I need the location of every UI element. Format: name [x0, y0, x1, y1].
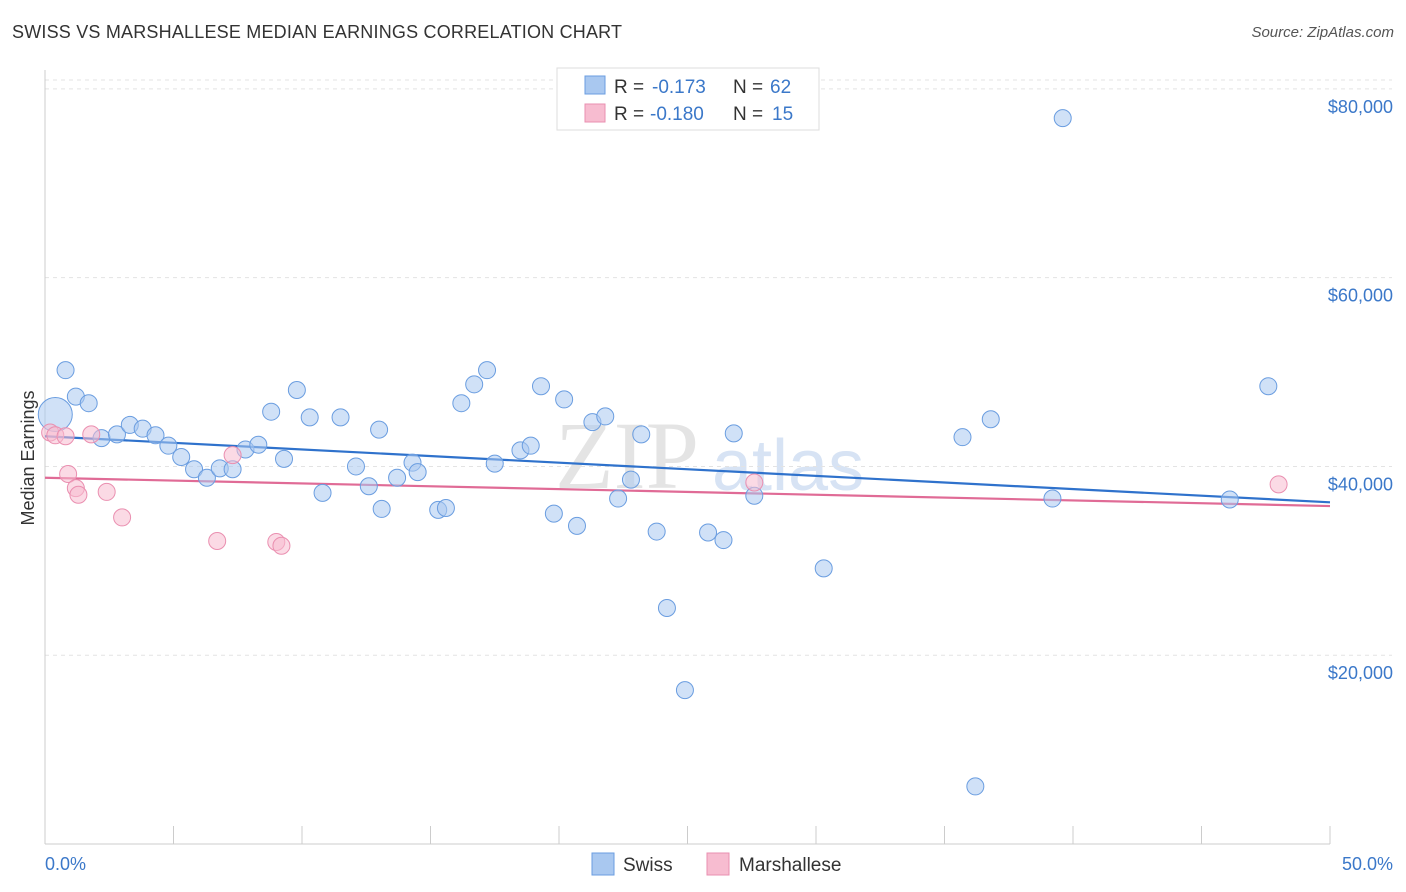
point-marshallese	[82, 425, 101, 444]
data-points	[37, 109, 1288, 796]
point-marshallese	[208, 532, 227, 551]
point-swiss	[370, 420, 389, 439]
point-swiss	[621, 470, 640, 489]
point-swiss	[966, 777, 985, 796]
axes: 0.0% 50.0%	[44, 70, 1393, 874]
point-marshallese	[97, 482, 116, 501]
point-swiss	[388, 468, 407, 487]
point-swiss	[313, 483, 332, 502]
point-swiss	[408, 463, 427, 482]
legend-r-value-marshallese: -0.180	[650, 104, 704, 125]
point-swiss	[331, 408, 350, 427]
point-swiss	[657, 599, 676, 618]
point-marshallese	[223, 446, 242, 465]
point-swiss	[609, 489, 628, 508]
point-swiss	[632, 425, 651, 444]
legend-swatch-marshallese	[584, 103, 606, 123]
point-swiss	[346, 457, 365, 476]
point-marshallese	[56, 427, 75, 446]
point-swiss	[555, 390, 574, 409]
point-swiss	[544, 504, 563, 523]
point-swiss	[647, 522, 666, 541]
point-swiss	[79, 394, 98, 413]
point-swiss	[300, 408, 319, 427]
watermark-zip: ZIP	[555, 402, 699, 509]
point-swiss	[452, 394, 471, 413]
series-legend: Swiss Marshallese	[591, 852, 841, 876]
legend-n-label-marshallese: N =	[733, 104, 763, 125]
point-marshallese	[59, 464, 78, 483]
y-tick-label: $20,000	[1328, 663, 1393, 683]
legend-n-value-marshallese: 15	[772, 104, 793, 125]
point-swiss	[1259, 377, 1278, 396]
point-swiss	[699, 523, 718, 542]
point-swiss	[359, 477, 378, 496]
point-swiss	[185, 460, 204, 479]
point-marshallese	[1269, 475, 1288, 494]
point-swiss	[249, 435, 268, 454]
chart-title: SWISS VS MARSHALLESE MEDIAN EARNINGS COR…	[12, 22, 623, 42]
point-swiss	[159, 436, 178, 455]
point-swiss	[521, 436, 540, 455]
point-swiss	[478, 361, 497, 380]
y-axis-title: Median Earnings	[18, 390, 38, 525]
point-marshallese	[113, 508, 132, 527]
point-swiss	[981, 410, 1000, 429]
point-swiss	[814, 559, 833, 578]
source-credit: Source: ZipAtlas.com	[1251, 24, 1394, 41]
point-swiss	[596, 407, 615, 426]
point-swiss	[675, 681, 694, 700]
x-tick-label-max: 50.0%	[1342, 854, 1393, 874]
point-swiss	[485, 454, 504, 473]
bottom-legend-swatch-swiss	[591, 852, 615, 876]
point-swiss	[197, 468, 216, 487]
point-marshallese	[745, 473, 764, 492]
correlation-legend: R = -0.173 N = 62 R = -0.180 N = 15	[556, 67, 820, 131]
bottom-legend-swatch-marshallese	[706, 852, 730, 876]
legend-r-label-swiss: R =	[614, 77, 644, 98]
point-swiss	[1053, 109, 1072, 128]
point-swiss	[436, 498, 455, 517]
legend-n-value-swiss: 62	[770, 77, 791, 98]
point-swiss	[262, 402, 281, 421]
y-tick-label: $80,000	[1328, 97, 1393, 117]
y-tick-label: $40,000	[1328, 474, 1393, 494]
point-swiss	[567, 516, 586, 535]
x-tick-label-min: 0.0%	[45, 854, 86, 874]
point-swiss	[372, 499, 391, 518]
point-swiss	[1220, 490, 1239, 509]
point-marshallese	[69, 485, 88, 504]
legend-r-label-marshallese: R =	[614, 104, 644, 125]
point-swiss	[107, 425, 126, 444]
point-swiss	[275, 449, 294, 468]
point-marshallese	[272, 536, 291, 555]
point-swiss	[953, 428, 972, 447]
point-swiss	[287, 380, 306, 399]
point-swiss	[465, 375, 484, 394]
bottom-legend-label-marshallese: Marshallese	[739, 855, 841, 876]
legend-swatch-swiss	[584, 75, 606, 95]
legend-n-label-swiss: N =	[733, 77, 763, 98]
point-swiss	[724, 424, 743, 443]
point-swiss	[146, 426, 165, 445]
point-swiss	[172, 448, 191, 466]
legend-r-value-swiss: -0.173	[652, 77, 706, 98]
point-swiss	[714, 531, 733, 550]
point-swiss	[1043, 489, 1062, 508]
grid: $20,000 $40,000 $60,000 $80,000	[45, 79, 1393, 683]
bottom-legend-label-swiss: Swiss	[623, 855, 673, 876]
trend-line-marshallese	[44, 476, 1331, 508]
point-swiss	[532, 377, 551, 396]
y-tick-label: $60,000	[1328, 286, 1393, 306]
point-swiss	[56, 361, 75, 380]
